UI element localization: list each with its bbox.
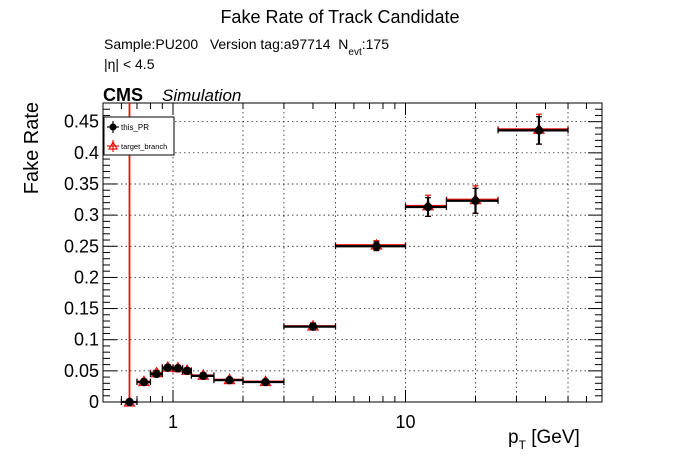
data-point-this-pr	[308, 322, 318, 331]
series-this-PR	[120, 116, 569, 407]
data-point-this-pr	[471, 196, 480, 205]
sample-info: Sample:PU200 Version tag:a97714 Nevt:175	[104, 36, 389, 58]
data-point-this-pr	[152, 369, 161, 379]
data-point-this-pr	[125, 397, 134, 407]
data-point-this-pr	[534, 126, 544, 135]
data-point-this-pr	[173, 364, 183, 373]
data-point-this-pr	[199, 371, 208, 381]
y-tick-label: 0.25	[64, 236, 99, 256]
grid-lines	[102, 103, 602, 402]
y-tick-label: 0.05	[64, 361, 99, 381]
data-point-this-pr	[423, 202, 433, 212]
legend-target-branch-marker	[107, 140, 119, 150]
legend-this-pr-label: this_PR	[121, 123, 149, 132]
data-point-this-pr	[139, 377, 149, 387]
legend-this-pr-marker	[109, 123, 117, 131]
data-point-this-pr	[182, 366, 192, 376]
x-axis-label-sub: T	[519, 438, 527, 452]
sample-info-prefix: Sample:PU200 Version tag:a97714 N	[104, 36, 348, 52]
y-tick-label: 0.45	[64, 112, 99, 132]
sample-info-sub: evt	[348, 47, 362, 58]
chart-title: Fake Rate of Track Candidate	[220, 7, 459, 27]
data-point-this-pr	[163, 363, 173, 372]
x-axis-label: pT [GeV]	[508, 427, 580, 452]
eta-cut-label: |η| < 4.5	[104, 56, 155, 72]
data-point-this-pr	[372, 242, 381, 251]
y-tick-label: 0.1	[74, 330, 99, 350]
legend: this_PR target_branch	[103, 116, 175, 156]
x-axis-label-main: p	[508, 427, 519, 448]
data-series	[120, 103, 569, 407]
x-axis-label-unit: [GeV]	[526, 427, 580, 448]
x-tick-label: 10	[395, 412, 415, 432]
y-tick-label: 0.2	[74, 267, 99, 287]
y-tick-label: 0.3	[74, 205, 99, 225]
simulation-label: Simulation	[162, 86, 241, 105]
y-axis-label: Fake Rate	[21, 102, 43, 194]
sample-info-suffix: :175	[362, 36, 389, 52]
y-tick-label: 0.35	[64, 174, 99, 194]
y-tick-label: 0	[89, 392, 99, 412]
y-tick-label: 0.4	[74, 143, 99, 163]
x-tick-label: 1	[168, 412, 178, 432]
data-point-this-pr	[261, 377, 270, 387]
cms-label: CMS	[103, 85, 143, 105]
data-point-this-pr	[225, 375, 234, 385]
legend-target-branch-label: target_branch	[121, 142, 167, 151]
legend-box	[103, 116, 175, 156]
y-tick-label: 0.15	[64, 299, 99, 319]
